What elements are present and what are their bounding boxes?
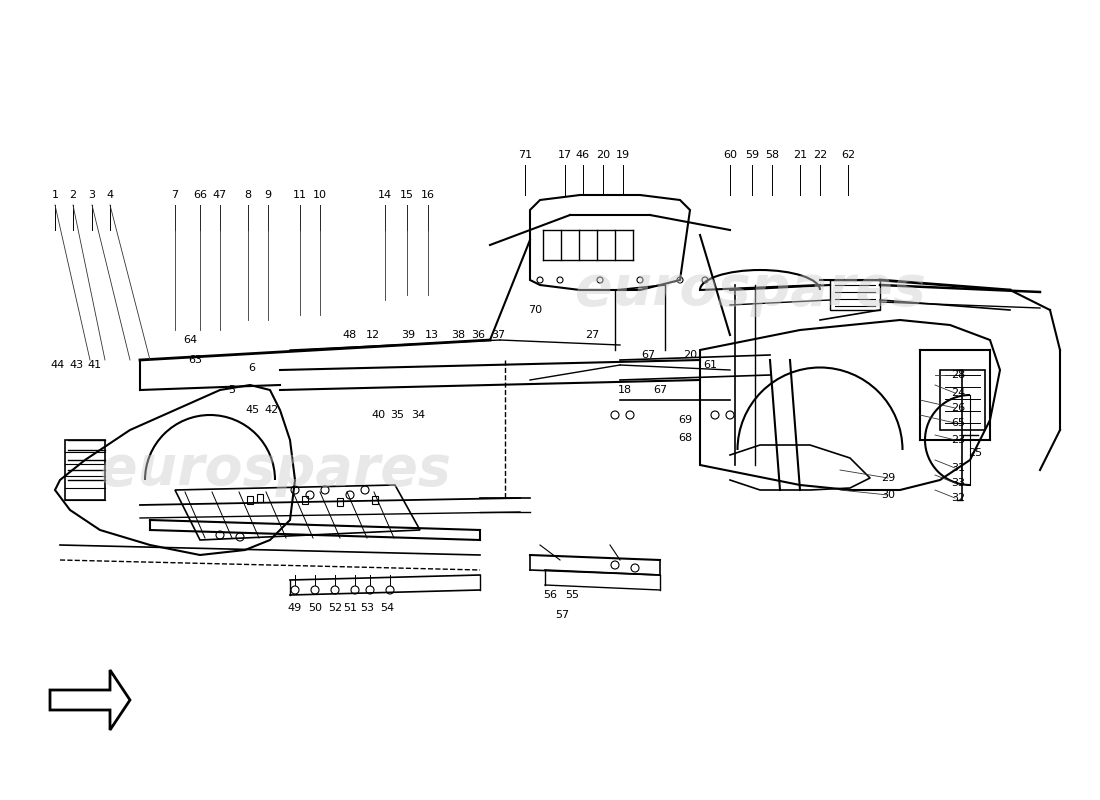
Text: 28: 28 <box>950 370 965 380</box>
Text: 20: 20 <box>683 350 697 360</box>
Bar <box>257 494 263 502</box>
Text: 15: 15 <box>400 190 414 200</box>
Text: 8: 8 <box>244 190 252 200</box>
Text: 41: 41 <box>87 360 101 370</box>
Text: 58: 58 <box>764 150 779 160</box>
Text: 7: 7 <box>172 190 178 200</box>
Text: 34: 34 <box>411 410 425 420</box>
Bar <box>372 496 378 504</box>
Text: 13: 13 <box>425 330 439 340</box>
Text: 51: 51 <box>343 603 358 613</box>
Text: 70: 70 <box>528 305 542 315</box>
Text: 56: 56 <box>543 590 557 600</box>
Text: 71: 71 <box>518 150 532 160</box>
Bar <box>830 280 880 310</box>
Text: 53: 53 <box>360 603 374 613</box>
Text: 22: 22 <box>813 150 827 160</box>
Text: 50: 50 <box>308 603 322 613</box>
Text: 42: 42 <box>265 405 279 415</box>
Text: 59: 59 <box>745 150 759 160</box>
Text: 5: 5 <box>229 385 235 395</box>
Text: 21: 21 <box>793 150 807 160</box>
Text: 38: 38 <box>451 330 465 340</box>
Text: 66: 66 <box>192 190 207 200</box>
Text: 46: 46 <box>576 150 590 160</box>
Text: 23: 23 <box>950 435 965 445</box>
Text: 30: 30 <box>881 490 895 500</box>
Text: 63: 63 <box>188 355 202 365</box>
Text: 2: 2 <box>69 190 77 200</box>
Text: 65: 65 <box>952 418 965 428</box>
Text: 27: 27 <box>585 330 600 340</box>
Text: 67: 67 <box>653 385 667 395</box>
Text: 31: 31 <box>952 463 965 473</box>
Text: 33: 33 <box>952 478 965 488</box>
Text: 35: 35 <box>390 410 404 420</box>
Text: 49: 49 <box>288 603 302 613</box>
Text: 52: 52 <box>328 603 342 613</box>
Text: 60: 60 <box>723 150 737 160</box>
Text: 26: 26 <box>950 403 965 413</box>
Text: 17: 17 <box>558 150 572 160</box>
Text: 9: 9 <box>264 190 272 200</box>
Text: 12: 12 <box>366 330 381 340</box>
Text: 57: 57 <box>554 610 569 620</box>
Text: 32: 32 <box>950 493 965 503</box>
Text: 29: 29 <box>881 473 895 483</box>
Text: eurospares: eurospares <box>100 443 450 497</box>
Text: 55: 55 <box>565 590 579 600</box>
Bar <box>337 498 343 506</box>
Bar <box>940 370 984 430</box>
Text: 54: 54 <box>379 603 394 613</box>
Bar <box>65 440 104 500</box>
Text: 45: 45 <box>245 405 260 415</box>
Text: 64: 64 <box>183 335 197 345</box>
Text: 40: 40 <box>371 410 385 420</box>
Text: 62: 62 <box>840 150 855 160</box>
Text: 14: 14 <box>378 190 392 200</box>
Text: 48: 48 <box>343 330 358 340</box>
Text: 24: 24 <box>950 388 965 398</box>
Text: 6: 6 <box>249 363 255 373</box>
Text: 69: 69 <box>678 415 692 425</box>
Text: 20: 20 <box>596 150 611 160</box>
Text: 37: 37 <box>491 330 505 340</box>
Text: 61: 61 <box>703 360 717 370</box>
Text: 11: 11 <box>293 190 307 200</box>
Text: 68: 68 <box>678 433 692 443</box>
Text: 18: 18 <box>618 385 632 395</box>
Text: 16: 16 <box>421 190 434 200</box>
Text: 10: 10 <box>314 190 327 200</box>
Text: eurospares: eurospares <box>574 263 925 317</box>
Text: 19: 19 <box>616 150 630 160</box>
Text: 3: 3 <box>88 190 96 200</box>
Text: 43: 43 <box>69 360 84 370</box>
Bar <box>248 496 253 504</box>
Text: 39: 39 <box>400 330 415 340</box>
Text: 36: 36 <box>471 330 485 340</box>
Bar <box>302 496 308 504</box>
Text: 44: 44 <box>51 360 65 370</box>
Text: 4: 4 <box>107 190 113 200</box>
Text: 1: 1 <box>52 190 58 200</box>
Text: 47: 47 <box>213 190 227 200</box>
Text: 25: 25 <box>968 448 982 458</box>
Text: 67: 67 <box>641 350 656 360</box>
